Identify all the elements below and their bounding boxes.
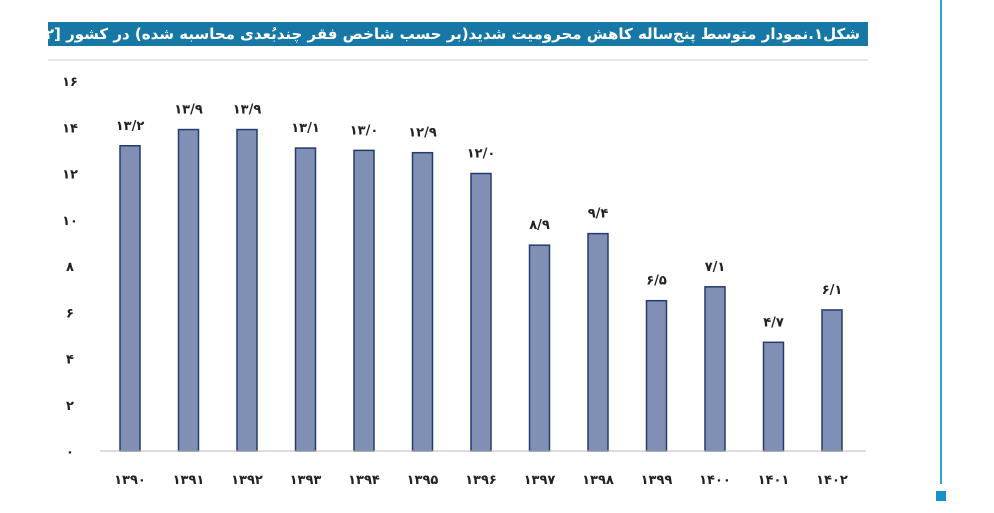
x-tick-label: ۱۳۹۰ xyxy=(114,473,146,488)
data-label: ۱۳/۹ xyxy=(233,103,262,118)
y-tick-label: ۱۲ xyxy=(62,168,78,183)
x-tick-label: ۱۴۰۰ xyxy=(699,473,731,488)
x-tick-label: ۱۳۹۸ xyxy=(582,473,614,488)
bar xyxy=(411,151,434,452)
x-tick-label: ۱۳۹۴ xyxy=(348,473,380,488)
data-label: ۶/۱ xyxy=(822,283,843,298)
y-tick-label: ۱۶ xyxy=(62,75,78,90)
data-labels: ۱۳/۲ ۱۳/۹ ۱۳/۹ ۱۳/۱ ۱۳/۰ ۱۲/۹ ۱۲/۰ ۸/۹ ۹/۴ ۶/۵ ۷/۱… xyxy=(116,103,843,331)
data-label: ۷/۱ xyxy=(705,260,726,275)
x-tick-label: ۱۳۹۷ xyxy=(524,473,556,488)
y-tick-label: ۴ xyxy=(66,353,74,368)
bar xyxy=(821,309,843,452)
data-label: ۱۳/۹ xyxy=(174,103,203,118)
chart-title: شکل۱.نمودار متوسط پنج‌ساله کاهش محرومیت … xyxy=(48,22,868,46)
x-axis: ۱۳۹۰ ۱۳۹۱ ۱۳۹۲ ۱۳۹۳ ۱۳۹۴ ۱۳۹۵ ۱۳۹۶ ۱۳۹۷ ۱۳۹۸ ۱۳۹۹… xyxy=(114,473,848,488)
bar xyxy=(470,172,492,452)
side-decoration-square xyxy=(936,491,946,501)
bars xyxy=(119,128,843,452)
bar xyxy=(528,244,551,452)
y-tick-label: ۲ xyxy=(66,399,74,414)
x-tick-label: ۱۳۹۱ xyxy=(173,473,205,488)
y-tick-label: ۸ xyxy=(66,260,74,275)
data-label: ۸/۹ xyxy=(529,218,550,233)
y-tick-label: ۰ xyxy=(66,445,74,460)
x-tick-label: ۱۴۰۱ xyxy=(758,473,790,488)
data-label: ۱۳/۱ xyxy=(291,121,320,136)
x-tick-label: ۱۳۹۹ xyxy=(641,473,673,488)
bar xyxy=(177,128,200,452)
data-label: ۶/۵ xyxy=(646,274,667,289)
bar xyxy=(704,286,726,452)
y-tick-label: ۱۴ xyxy=(62,121,78,136)
bar xyxy=(762,341,785,452)
y-axis: ۰ ۲ ۴ ۶ ۸ ۱۰ ۱۲ ۱۴ ۱۶ xyxy=(62,75,78,460)
data-label: ۴/۷ xyxy=(763,315,784,330)
data-label: ۱۳/۲ xyxy=(116,119,145,134)
y-tick-label: ۱۰ xyxy=(62,214,78,229)
bar xyxy=(236,128,258,452)
x-tick-label: ۱۳۹۵ xyxy=(407,473,439,488)
x-tick-label: ۱۳۹۲ xyxy=(231,473,263,488)
bar xyxy=(645,299,668,452)
bar xyxy=(294,147,317,452)
data-label: ۱۲/۰ xyxy=(467,147,496,162)
data-label: ۱۲/۹ xyxy=(408,126,437,141)
data-label: ۱۳/۰ xyxy=(350,123,379,138)
bar xyxy=(353,149,375,452)
x-tick-label: ۱۳۹۳ xyxy=(290,473,322,488)
bar xyxy=(587,232,609,452)
data-label: ۹/۴ xyxy=(588,207,609,222)
bar xyxy=(119,145,141,452)
side-decoration-line xyxy=(940,0,942,484)
x-tick-label: ۱۴۰۲ xyxy=(816,473,848,488)
y-tick-label: ۶ xyxy=(66,306,74,321)
x-tick-label: ۱۳۹۶ xyxy=(465,473,497,488)
